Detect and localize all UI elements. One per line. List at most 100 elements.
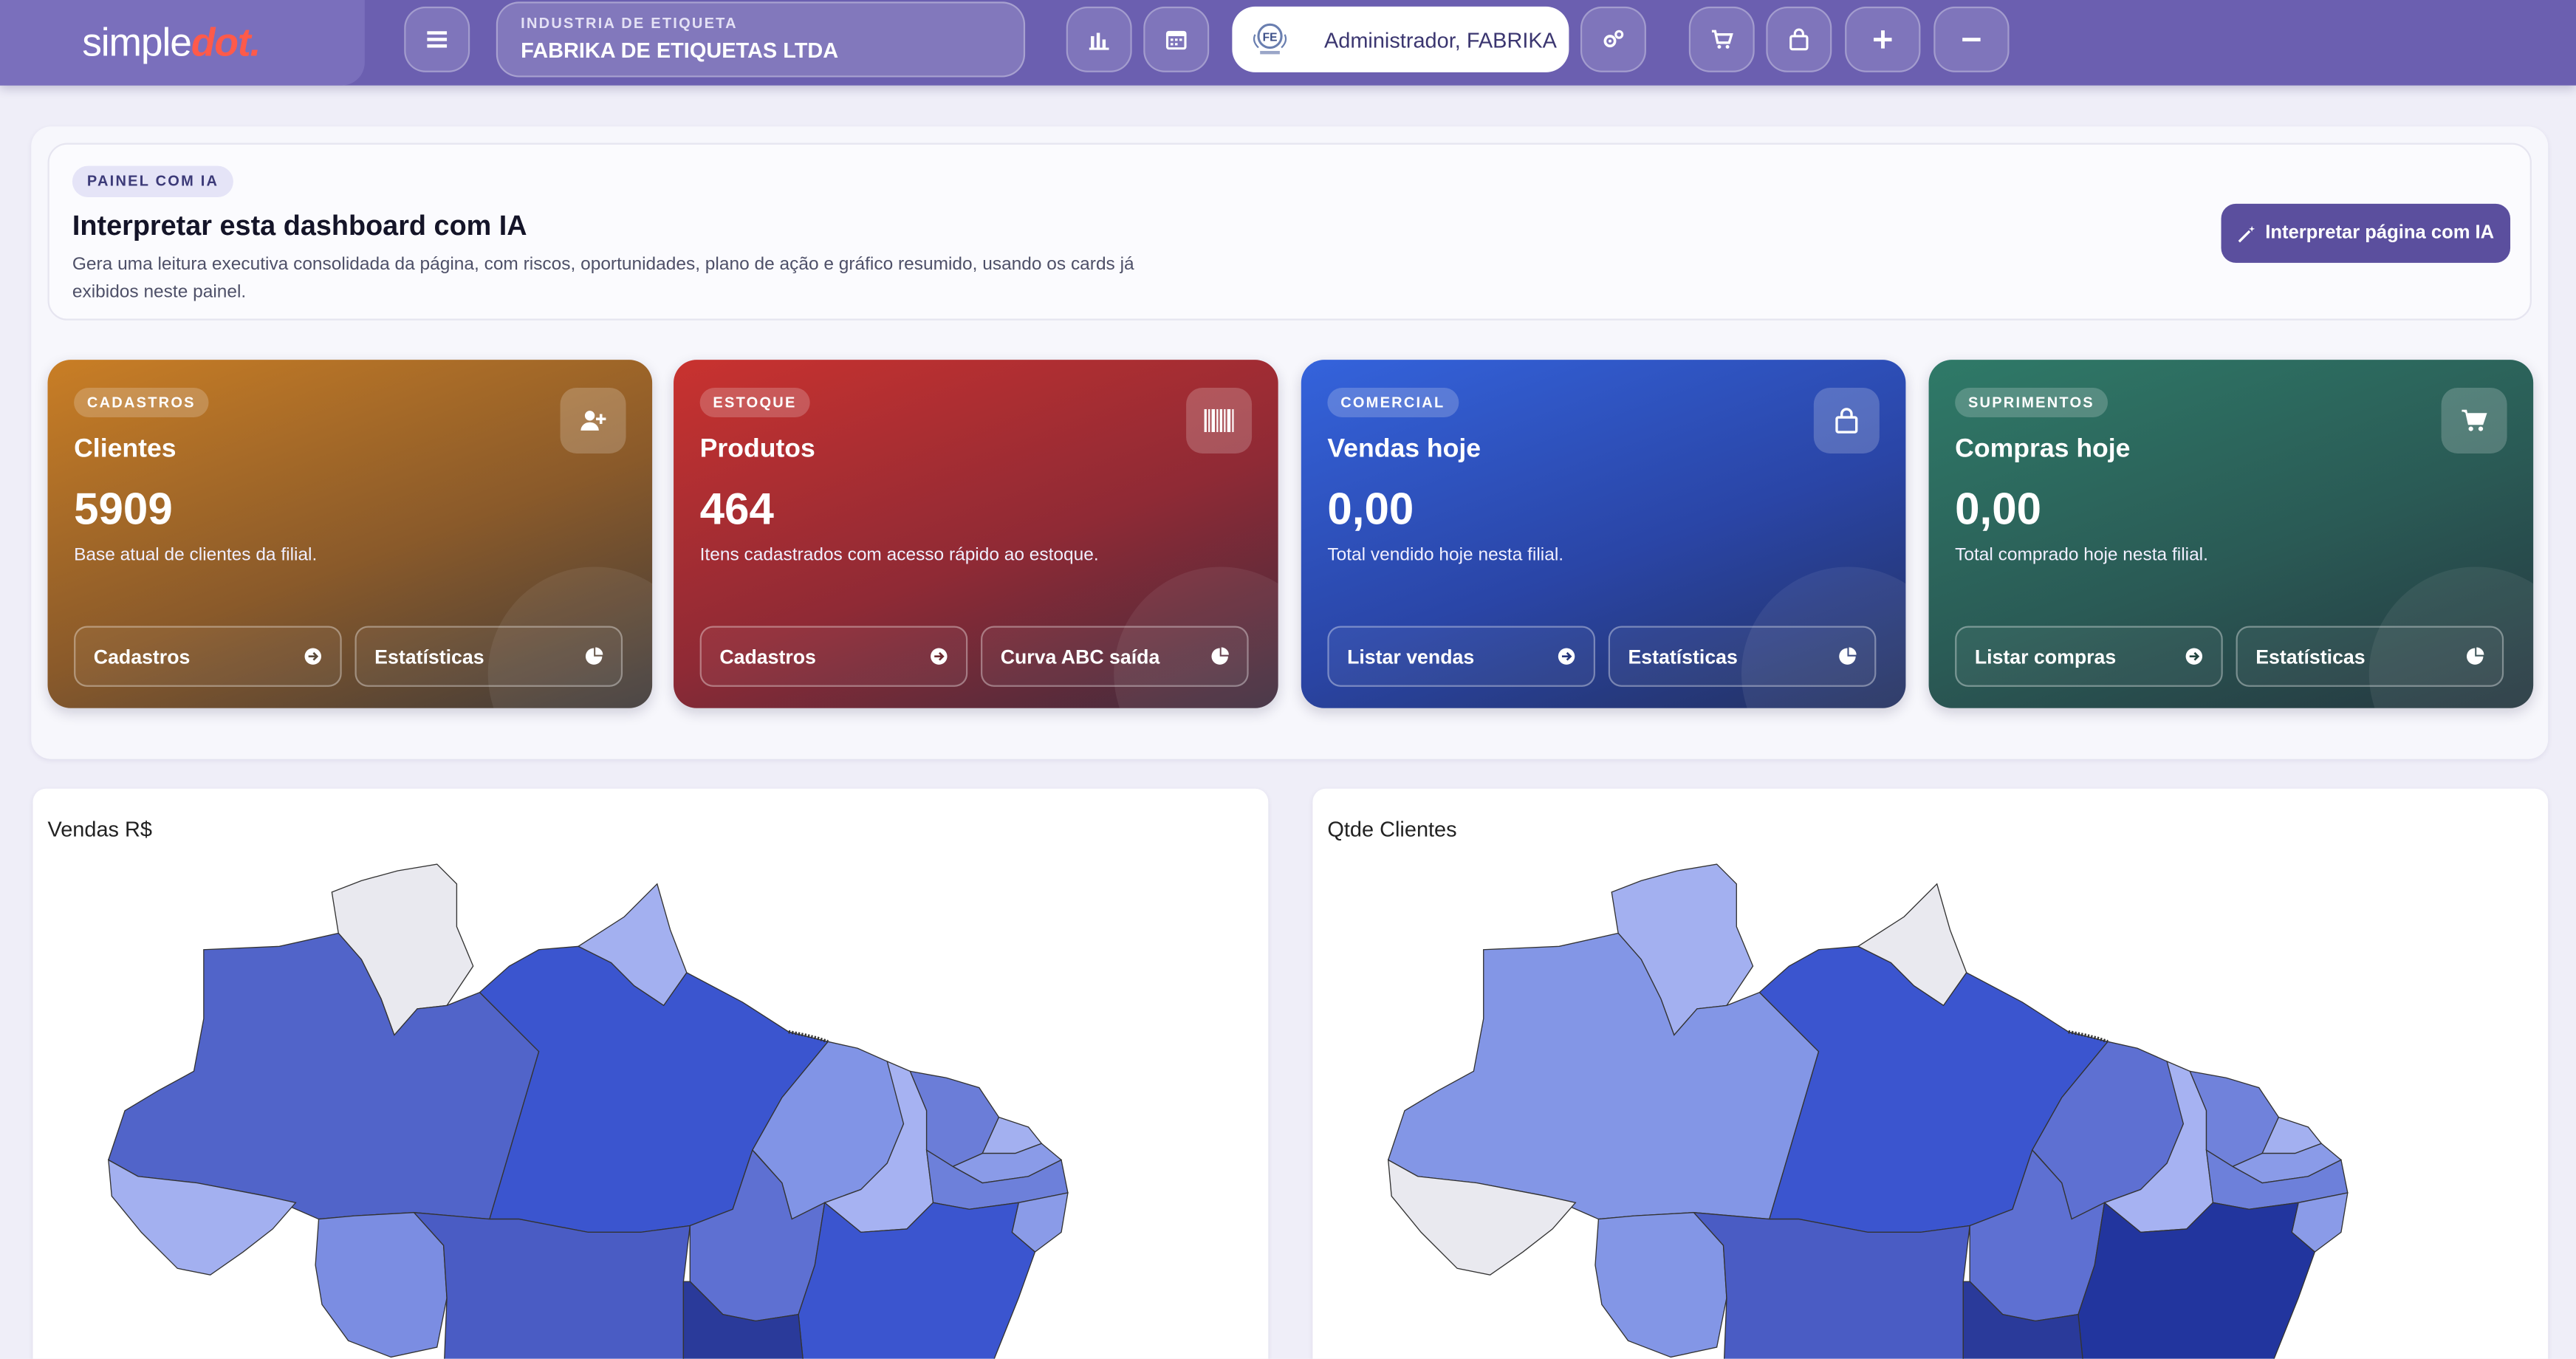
hamburger-icon bbox=[427, 31, 448, 48]
kpi-value: 0,00 bbox=[1955, 485, 2042, 534]
brand-area[interactable]: simpledot. bbox=[0, 0, 365, 86]
minus-icon bbox=[1962, 38, 1981, 42]
company-name: FABRIKA DE ETIQUETAS LTDA bbox=[521, 38, 839, 63]
interpret-with-ai-label: Interpretar página com IA bbox=[2265, 223, 2495, 244]
button-label: Cadastros bbox=[93, 645, 191, 668]
ai-panel-description: Gera uma leitura executiva consolidada d… bbox=[72, 254, 1134, 303]
state-amazonas bbox=[108, 932, 540, 1220]
pie-chart-icon bbox=[585, 647, 603, 665]
ai-panel-chip: PAINEL COM IA bbox=[72, 165, 234, 197]
company-avatar: FE bbox=[1248, 18, 1292, 61]
kpi-description: Itens cadastrados com acesso rápido ao e… bbox=[699, 545, 1099, 566]
arrow-circle-right-icon bbox=[931, 648, 948, 665]
user-name: Administrador, FABRIKA bbox=[1323, 27, 1557, 52]
user-menu[interactable]: FE Administrador, FABRIKA bbox=[1232, 6, 1569, 72]
new-purchase-shortcut[interactable] bbox=[2441, 387, 2507, 453]
compras-estatisticas-button[interactable]: Estatísticas bbox=[2236, 626, 2504, 687]
interpret-with-ai-button[interactable]: Interpretar página com IA bbox=[2221, 203, 2511, 263]
kpi-card-produtos: ESTOQUE Produtos 464 Itens cadastrados c… bbox=[674, 360, 1278, 708]
kpi-chip: COMERCIAL bbox=[1327, 387, 1459, 418]
brand-name-accent: dot. bbox=[191, 21, 261, 66]
company-logo-icon: FE bbox=[1253, 23, 1287, 55]
user-plus-icon bbox=[580, 411, 606, 431]
button-label: Estatísticas bbox=[374, 645, 484, 668]
settings-button[interactable] bbox=[1580, 6, 1646, 72]
new-purchase-button[interactable] bbox=[1688, 6, 1755, 72]
reports-button[interactable] bbox=[1066, 6, 1132, 72]
company-selector[interactable]: INDUSTRIA DE ETIQUETA FABRIKA DE ETIQUET… bbox=[496, 1, 1026, 78]
stock-button[interactable] bbox=[1186, 387, 1253, 453]
clientes-cadastros-button[interactable]: Cadastros bbox=[74, 626, 342, 687]
kpi-value: 5909 bbox=[74, 485, 173, 534]
kpi-description: Base atual de clientes da filial. bbox=[74, 545, 318, 566]
kpi-chip: SUPRIMENTOS bbox=[1955, 387, 2108, 418]
button-label: Listar compras bbox=[1974, 645, 2117, 668]
kpi-description: Total comprado hoje nesta filial. bbox=[1955, 545, 2208, 566]
menu-toggle-button[interactable] bbox=[404, 6, 470, 72]
kpi-value: 0,00 bbox=[1327, 485, 1414, 534]
new-sale-button[interactable] bbox=[1766, 6, 1832, 72]
kpi-title: Vendas hoje bbox=[1327, 435, 1481, 464]
coastline-detail bbox=[788, 1030, 829, 1044]
state-bahia bbox=[2077, 1202, 2316, 1359]
state-goias bbox=[1962, 1281, 2083, 1359]
state-goias bbox=[682, 1281, 804, 1359]
kpi-card-clientes: CADASTROS Clientes 5909 Base atual de cl… bbox=[47, 360, 653, 708]
kpi-title: Clientes bbox=[74, 435, 177, 464]
kpi-value: 464 bbox=[699, 485, 774, 534]
button-label: Cadastros bbox=[719, 645, 816, 668]
produtos-cadastros-button[interactable]: Cadastros bbox=[699, 626, 968, 687]
pie-chart-icon bbox=[2466, 647, 2484, 665]
curva-abc-button[interactable]: Curva ABC saída bbox=[981, 626, 1249, 687]
listar-vendas-button[interactable]: Listar vendas bbox=[1327, 626, 1595, 687]
gears-icon bbox=[1603, 30, 1624, 48]
ai-panel-card: PAINEL COM IA Interpretar esta dashboard… bbox=[47, 143, 2532, 321]
bar-chart-icon bbox=[1089, 32, 1109, 50]
state-acre bbox=[1387, 1159, 1577, 1276]
listar-compras-button[interactable]: Listar compras bbox=[1955, 626, 2223, 687]
new-sale-shortcut[interactable] bbox=[1813, 387, 1880, 453]
map-title: Qtde Clientes bbox=[1327, 816, 1457, 841]
pie-chart-icon bbox=[1839, 647, 1857, 665]
svg-text:FE: FE bbox=[1263, 32, 1278, 44]
calendar-button[interactable] bbox=[1143, 6, 1210, 72]
map-card-vendas: Vendas R$ bbox=[32, 788, 1269, 1359]
brand-logo[interactable]: simpledot. bbox=[82, 21, 261, 67]
state-mato-grosso bbox=[1692, 1211, 1970, 1359]
brand-name: simple bbox=[82, 21, 192, 66]
vendas-estatisticas-button[interactable]: Estatísticas bbox=[1608, 626, 1877, 687]
state-rondonia bbox=[1594, 1211, 1727, 1358]
kpi-chip: CADASTROS bbox=[74, 387, 209, 418]
cart-icon bbox=[1711, 30, 1733, 49]
zoom-in-button[interactable] bbox=[1845, 6, 1921, 72]
button-label: Curva ABC saída bbox=[1000, 645, 1160, 668]
pie-chart-icon bbox=[1211, 647, 1229, 665]
button-label: Listar vendas bbox=[1347, 645, 1475, 668]
state-mato-grosso bbox=[412, 1211, 691, 1359]
map-card-clientes: Qtde Clientes bbox=[1312, 788, 2549, 1359]
button-label: Estatísticas bbox=[2255, 645, 2366, 668]
top-navigation-bar: simpledot. INDUSTRIA DE ETIQUETA FABRIKA… bbox=[0, 0, 2576, 86]
add-client-button[interactable] bbox=[560, 387, 626, 453]
clientes-estatisticas-button[interactable]: Estatísticas bbox=[354, 626, 623, 687]
kpi-card-compras: SUPRIMENTOS Compras hoje 0,00 Total comp… bbox=[1928, 360, 2534, 708]
ai-panel-title: Interpretar esta dashboard com IA bbox=[72, 210, 527, 242]
coastline-detail bbox=[2068, 1030, 2109, 1044]
button-label: Estatísticas bbox=[1628, 645, 1738, 668]
state-acre bbox=[108, 1159, 297, 1276]
kpi-row: CADASTROS Clientes 5909 Base atual de cl… bbox=[0, 126, 2576, 759]
brazil-map-clientes[interactable] bbox=[1312, 789, 2548, 1359]
arrow-circle-right-icon bbox=[2185, 648, 2203, 665]
brazil-map-vendas[interactable] bbox=[32, 789, 1268, 1359]
company-label: INDUSTRIA DE ETIQUETA bbox=[521, 15, 738, 32]
kpi-card-vendas: COMERCIAL Vendas hoje 0,00 Total vendido… bbox=[1301, 360, 1906, 708]
cart-icon bbox=[2462, 409, 2487, 431]
zoom-out-button[interactable] bbox=[1933, 6, 2010, 72]
map-title: Vendas R$ bbox=[47, 816, 153, 841]
state-rondonia bbox=[315, 1211, 448, 1358]
kpi-description: Total vendido hoje nesta filial. bbox=[1327, 545, 1564, 566]
barcode-icon bbox=[1204, 408, 1234, 433]
kpi-title: Produtos bbox=[699, 435, 815, 464]
kpi-title: Compras hoje bbox=[1955, 435, 2131, 464]
